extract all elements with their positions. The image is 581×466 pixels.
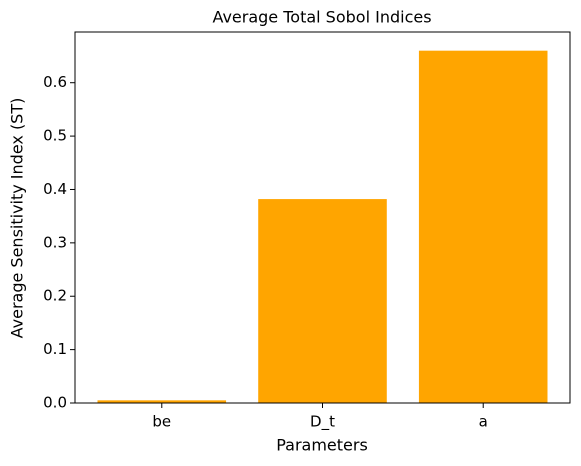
y-tick-label: 0.4 <box>43 180 67 198</box>
y-tick-label: 0.6 <box>43 73 67 91</box>
y-axis-label: Average Sensitivity Index (ST) <box>8 98 27 339</box>
y-tick-label: 0.2 <box>43 287 67 305</box>
y-tick-label: 0.0 <box>43 394 67 412</box>
bar <box>418 50 548 404</box>
y-tick-label: 0.1 <box>43 340 67 358</box>
y-tick-label: 0.5 <box>43 127 67 145</box>
x-tick-label: a <box>479 413 488 431</box>
plot-frame <box>74 31 571 404</box>
y-tick-label: 0.3 <box>43 233 67 251</box>
bar <box>258 199 387 403</box>
chart-title: Average Total Sobol Indices <box>212 8 431 27</box>
bar <box>97 400 227 403</box>
x-axis-label: Parameters <box>276 436 368 455</box>
x-tick-label: be <box>152 413 171 431</box>
x-tick-label: D_t <box>310 413 335 432</box>
